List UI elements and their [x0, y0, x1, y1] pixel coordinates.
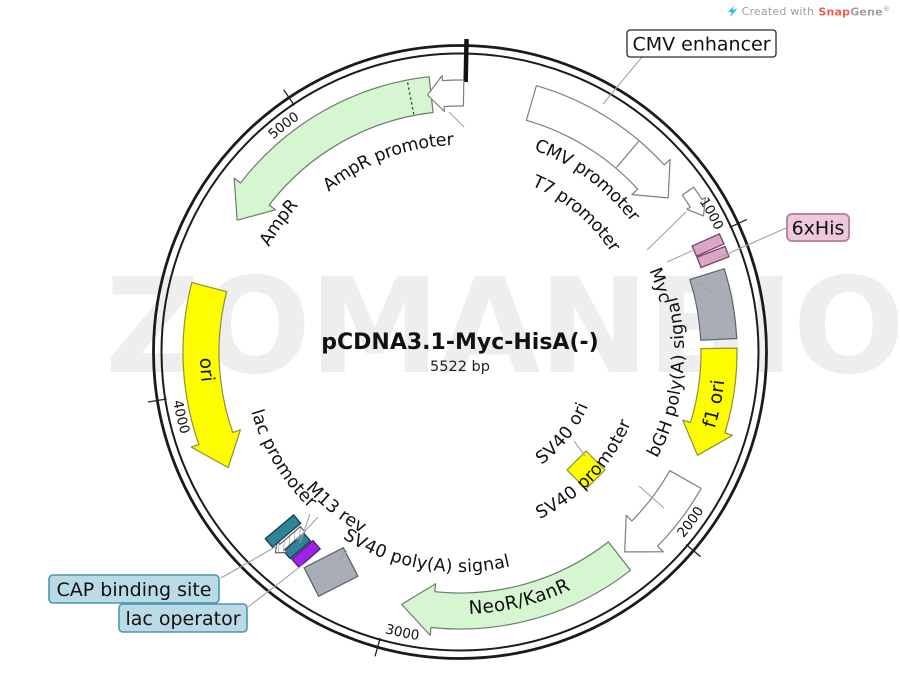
- callout-label-lac-operator: lac operator: [125, 608, 240, 630]
- origin-tick: [463, 39, 469, 83]
- cmv-enhancer-promoter-divider: [616, 141, 639, 168]
- credit-line: Created with SnapGene®: [726, 5, 890, 19]
- ampr-signal-divider: [406, 80, 415, 115]
- sv40-polya-label: SV40 poly(A) signal: [340, 525, 512, 577]
- ori-arrow: [182, 282, 241, 469]
- lac-operator-leader: [247, 562, 306, 608]
- bgh-polya-block: [689, 267, 738, 341]
- callout-label-his6: 6xHis: [792, 218, 845, 240]
- cmv-enhancer-promoter-arrow: [525, 85, 671, 199]
- callout-box-his6: [786, 213, 850, 242]
- tick-line-4000: [147, 398, 167, 403]
- plasmid-title: pCDNA3.1-Myc-HisA(-): [321, 330, 598, 355]
- ori-label-text: ori: [196, 357, 219, 383]
- myc-leader: [666, 248, 697, 263]
- myc-tag-block: [691, 233, 725, 257]
- sv40-ori-leader: [573, 440, 586, 457]
- tick-line-5000: [283, 89, 295, 106]
- tick-line-3000: [374, 637, 381, 657]
- callout-box-lac-operator: [118, 603, 248, 633]
- m13-rev-label: M13 rev: [302, 478, 370, 537]
- watermark-text: ZOMANBIO: [105, 250, 900, 404]
- tick-label-3000-text: 3000: [384, 621, 421, 644]
- sv40-promoter-leader: [638, 485, 665, 509]
- plasmid-size: 5522 bp: [430, 359, 490, 375]
- m13-rev-label-text: M13 rev: [302, 478, 370, 537]
- t7-promoter-leader: [646, 211, 687, 251]
- credit-brand-snap: Snap: [818, 5, 851, 19]
- callout-label-cmv-enhancer: CMV enhancer: [632, 34, 770, 56]
- f1-ori-arrow: [682, 347, 738, 456]
- m13-rev-leader: [296, 516, 319, 541]
- his6-leader: [717, 227, 787, 259]
- ori-label: ori: [196, 357, 219, 383]
- callout-box-cap-binding-site: [48, 574, 220, 604]
- ampr-promoter-leader: [448, 111, 465, 128]
- t7-promoter-arrow: [681, 186, 706, 217]
- neor-kanr-arrow: [401, 541, 632, 636]
- bgh-polya-leader: [697, 281, 715, 295]
- sv40-promoter-label-text: SV40 promoter: [533, 416, 636, 523]
- callout-label-cap-binding-site: CAP binding site: [57, 579, 212, 601]
- sv40-promoter-label: SV40 promoter: [533, 416, 636, 523]
- tick-line-1000: [729, 218, 748, 229]
- credit-brand-gene: Gene: [850, 5, 883, 19]
- ampr-promoter-arrow: [426, 75, 465, 113]
- his6-tag-block: [696, 245, 730, 269]
- callout-box-cmv-enhancer: [626, 29, 777, 58]
- credit-created-with: Created with: [741, 5, 815, 19]
- cmv-enhancer-leader: [602, 56, 643, 105]
- sv40-polya-label-text: SV40 poly(A) signal: [340, 525, 512, 577]
- lac-promoter-label: lac promoter: [246, 407, 320, 512]
- sv40-polya-block: [303, 546, 359, 598]
- cap-binding-site-leader: [220, 545, 278, 579]
- lac-operator-block: [290, 539, 322, 569]
- credit-registered-mark: ®: [882, 5, 890, 13]
- sv40-promoter-arrow: [624, 470, 702, 553]
- ampr-arrow: [233, 76, 434, 221]
- backbone-outer-ring: [152, 44, 768, 660]
- sv40-polya-leader: [337, 550, 348, 562]
- tick-label-3000: 3000: [384, 621, 421, 644]
- snapgene-logo-icon: [727, 5, 738, 18]
- tick-line-2000: [685, 543, 702, 558]
- backbone-inner-ring: [160, 52, 760, 652]
- sv40-ori-diamond: [566, 450, 606, 490]
- cap-binding-site-block: [264, 513, 302, 549]
- lac-promoter-leader: [299, 513, 311, 544]
- lac-promoter-label-text: lac promoter: [246, 407, 320, 512]
